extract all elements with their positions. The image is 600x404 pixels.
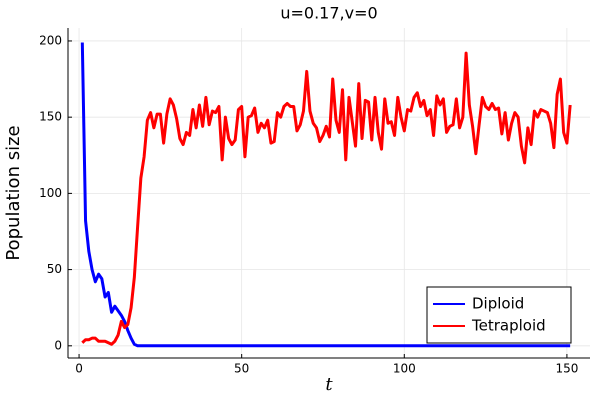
y-tick-label: 100	[39, 186, 62, 200]
y-tick-label: 150	[39, 110, 62, 124]
legend-label: Diploid	[472, 295, 524, 313]
y-tick-label: 200	[39, 33, 62, 47]
legend-box	[426, 286, 572, 344]
y-tick-label: 50	[47, 262, 62, 276]
x-tick-label: 0	[75, 362, 83, 376]
x-tick-label: 100	[393, 362, 416, 376]
series-line	[80, 42, 571, 348]
y-tick-label: 0	[54, 338, 62, 352]
x-tick-label: 150	[555, 362, 578, 376]
series-line	[81, 51, 572, 346]
x-axis-label: t	[325, 374, 333, 395]
x-tick-label: 50	[234, 362, 249, 376]
y-axis-label: Population size	[3, 125, 24, 260]
legend-label: Tetraploid	[471, 317, 546, 335]
chart-title: u=0.17,v=0	[280, 4, 377, 23]
